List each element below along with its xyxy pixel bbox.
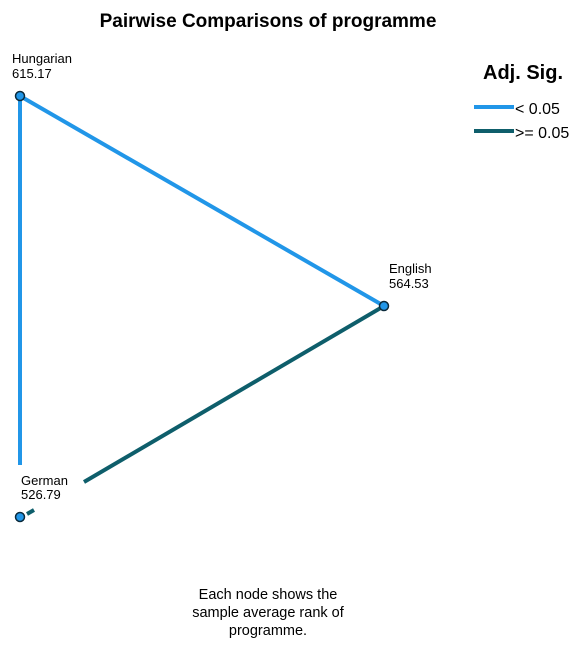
node-label-german: German 526.79 — [21, 473, 68, 502]
edge-hungarian-english — [19, 94, 385, 308]
footnote-line-2: sample average rank of — [192, 605, 344, 621]
node-german[interactable] — [14, 511, 26, 523]
edge-english-german — [82, 304, 386, 484]
edge-english-german-tail — [26, 508, 35, 516]
node-rank-english: 564.53 — [389, 276, 429, 291]
node-name-hungarian: Hungarian — [12, 51, 72, 66]
edges — [18, 94, 386, 516]
node-english[interactable] — [378, 300, 390, 312]
node-hungarian[interactable] — [14, 90, 26, 102]
nodes — [14, 90, 390, 523]
node-rank-german: 526.79 — [21, 487, 61, 502]
footnote: Each node shows the sample average rank … — [192, 587, 344, 639]
chart-title: Pairwise Comparisons of programme — [100, 11, 437, 32]
node-name-german: German — [21, 473, 68, 488]
footnote-line-1: Each node shows the — [199, 587, 338, 603]
footnote-line-3: programme. — [229, 623, 307, 639]
legend-label-significant: < 0.05 — [515, 101, 560, 118]
legend-title: Adj. Sig. — [483, 62, 563, 84]
node-rank-hungarian: 615.17 — [12, 66, 52, 81]
legend: Adj. Sig. < 0.05 >= 0.05 — [474, 62, 569, 142]
legend-label-not-significant: >= 0.05 — [515, 125, 569, 142]
node-name-english: English — [389, 261, 432, 276]
node-label-english: English 564.53 — [389, 261, 432, 291]
node-label-hungarian: Hungarian 615.17 — [12, 51, 72, 81]
